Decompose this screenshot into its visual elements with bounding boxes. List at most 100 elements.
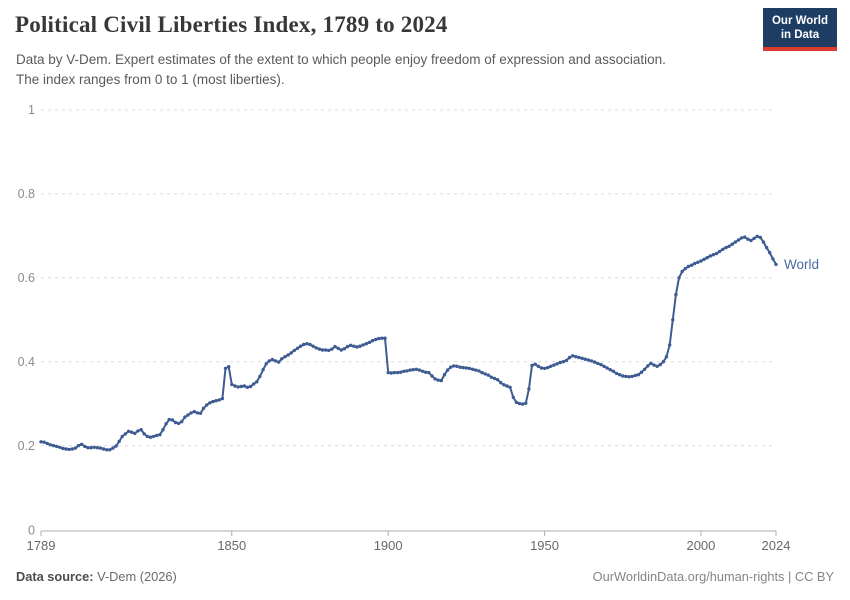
data-point-marker <box>42 440 46 444</box>
data-point-marker <box>339 348 343 352</box>
data-point-marker <box>761 240 766 244</box>
data-point-marker <box>176 421 181 426</box>
data-point-marker <box>198 411 203 415</box>
data-point-marker <box>70 447 75 451</box>
data-point-marker <box>383 336 387 340</box>
data-point-marker <box>336 346 340 350</box>
data-point-marker <box>155 433 159 438</box>
data-point-marker <box>192 409 196 414</box>
data-point-marker <box>117 439 121 444</box>
data-point-marker <box>39 440 43 444</box>
data-point-marker <box>724 245 728 250</box>
data-point-marker <box>517 401 522 406</box>
data-point-marker <box>627 375 631 379</box>
data-point-marker <box>642 367 647 371</box>
data-point-marker <box>361 343 365 347</box>
data-point-marker <box>370 339 375 343</box>
data-point-marker <box>114 444 118 448</box>
data-point-marker <box>252 382 256 386</box>
data-point-marker <box>420 369 425 373</box>
y-tick-label-0.2: 0.2 <box>18 439 35 453</box>
data-point-marker <box>527 387 531 391</box>
data-point-marker <box>511 395 515 400</box>
data-point-marker <box>445 368 450 372</box>
world-line[interactable] <box>40 235 777 451</box>
data-point-marker <box>248 384 253 389</box>
data-point-marker <box>436 378 440 382</box>
data-point-marker <box>333 344 337 349</box>
data-point-marker <box>230 382 234 387</box>
data-source-value: V-Dem (2026) <box>97 569 177 584</box>
data-point-marker <box>611 369 616 373</box>
data-point-marker <box>492 376 497 381</box>
data-point-marker <box>58 445 62 449</box>
data-point-marker <box>768 250 772 255</box>
data-point-marker <box>136 429 140 433</box>
data-point-marker <box>302 342 306 347</box>
data-point-marker <box>705 256 709 260</box>
y-tick-label-1: 1 <box>28 103 35 117</box>
data-point-marker <box>220 396 225 401</box>
data-point-marker <box>186 413 190 417</box>
data-point-marker <box>223 366 228 371</box>
data-point-marker <box>277 360 281 364</box>
credit-link[interactable]: OurWorldinData.org/human-rights | CC BY <box>592 569 834 584</box>
data-point-marker <box>233 384 237 388</box>
data-point-marker <box>386 370 390 375</box>
data-point-marker <box>567 355 572 360</box>
data-point-marker <box>483 372 487 376</box>
data-point-marker <box>323 348 328 352</box>
data-point-marker <box>158 433 162 437</box>
x-tick-label-2000: 2000 <box>686 538 715 553</box>
data-point-marker <box>442 373 447 377</box>
data-point-marker <box>73 446 78 450</box>
data-point-marker <box>395 370 400 375</box>
data-point-marker <box>89 446 93 450</box>
data-point-marker <box>495 378 500 382</box>
data-point-marker <box>261 368 265 372</box>
data-point-marker <box>86 446 90 450</box>
data-point-marker <box>289 351 293 355</box>
data-point-marker <box>646 364 650 368</box>
data-point-marker <box>245 385 250 389</box>
data-point-marker <box>126 429 131 433</box>
data-point-marker <box>76 443 81 448</box>
data-point-marker <box>139 428 143 432</box>
data-point-marker <box>105 448 109 452</box>
data-point-marker <box>211 399 215 404</box>
data-point-marker <box>580 356 584 360</box>
world-series-label[interactable]: World <box>784 257 819 272</box>
data-point-marker <box>727 244 731 248</box>
data-point-marker <box>708 254 712 258</box>
data-point-marker <box>242 384 246 388</box>
data-point-marker <box>236 385 240 389</box>
data-point-marker <box>399 370 403 374</box>
data-point-marker <box>614 371 619 376</box>
data-point-marker <box>167 417 171 422</box>
data-point-marker <box>546 365 550 370</box>
data-point-marker <box>358 344 362 348</box>
data-point-marker <box>411 368 415 372</box>
owid-logo[interactable]: Our World in Data <box>762 8 837 51</box>
data-point-marker <box>374 337 378 342</box>
data-point-marker <box>621 374 625 378</box>
data-point-marker <box>736 238 741 242</box>
x-tick-label-1789: 1789 <box>27 538 56 553</box>
data-point-marker <box>649 361 653 366</box>
data-point-marker <box>524 401 528 405</box>
data-point-marker <box>461 365 465 370</box>
x-tick-label-1950: 1950 <box>530 538 559 553</box>
data-point-marker <box>592 360 597 364</box>
data-point-marker <box>111 446 115 450</box>
data-point-marker <box>608 368 612 372</box>
data-point-marker <box>699 259 703 263</box>
data-point-marker <box>380 336 384 340</box>
data-point-marker <box>505 384 509 388</box>
data-point-marker <box>80 442 84 446</box>
data-point-marker <box>151 434 156 439</box>
data-point-marker <box>389 371 393 375</box>
data-point-marker <box>317 347 322 351</box>
data-point-marker <box>577 355 581 360</box>
